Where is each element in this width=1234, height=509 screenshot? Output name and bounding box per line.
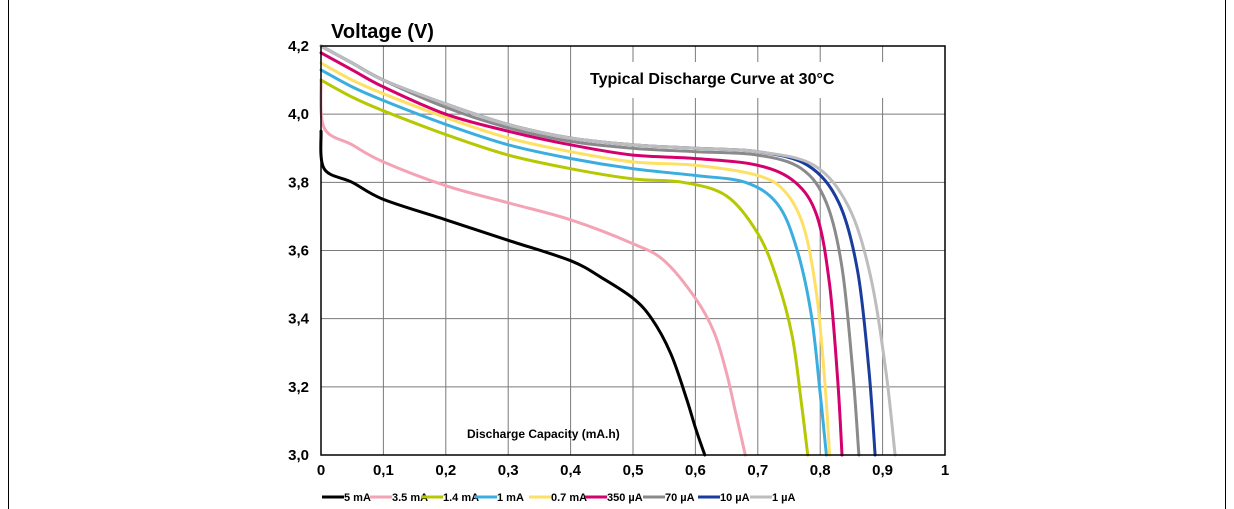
chart-frame [8,0,1226,509]
legend-label: 5 mA [344,492,371,504]
x-tick-label: 0,5 [623,462,644,479]
legend-label: 0.7 mA [551,492,587,504]
x-tick-label: 1 [941,462,949,479]
x-tick-label: 0,6 [685,462,706,479]
series-line-5-ma [319,129,707,457]
x-tick-label: 0,4 [560,462,582,479]
series-line-1-a [319,44,897,457]
x-tick-label: 0,8 [810,462,831,479]
series-line-3-5-ma [319,78,747,457]
legend-label: 1 mA [497,492,524,504]
x-tick-label: 0,3 [498,462,519,479]
legend-label: 10 µA [720,492,750,504]
x-tick-label: 0 [317,462,325,479]
y-tick-label: 3,8 [288,174,309,191]
y-tick-label: 3,4 [288,311,310,328]
plot-border [320,45,946,456]
y-axis-label: Voltage (V) [331,21,434,43]
legend: 5 mA 3.5 mA 1.4 mA 1 mA 0.7 mA 350 µA 70 µA 10 … [322,492,796,504]
chart-title: Typical Discharge Curve at 30°C [590,71,835,88]
legend-label: 1 µA [772,492,796,504]
x-tick-label: 0,7 [747,462,768,479]
x-tick-label: 0,1 [373,462,394,479]
title-background [584,62,894,98]
y-tick-label: 4,0 [288,106,309,123]
legend-label: 3.5 mA [392,492,428,504]
tick-labels: 0 0,1 0,2 0,3 0,4 0,5 0,6 0,7 0,8 0,9 1 3,0 3,2 3,4 3,… [288,38,949,479]
legend-label: 70 µA [665,492,695,504]
series-line-0-7-ma [319,61,832,457]
axes [320,45,946,456]
y-tick-label: 3,6 [288,243,309,260]
x-tick-label: 0,2 [435,462,456,479]
series-line-350-a [319,51,844,457]
legend-label: 1.4 mA [443,492,479,504]
y-tick-label: 3,0 [288,447,309,464]
y-tick-label: 4,2 [288,38,309,55]
series-line-1-ma [319,68,828,457]
y-tick-label: 3,2 [288,379,309,396]
series-layer [319,44,897,457]
x-tick-label: 0,9 [872,462,893,479]
legend-label: 350 µA [607,492,643,504]
series-line-1-4-ma [319,78,810,457]
x-axis-label: Discharge Capacity (mA.h) [467,427,620,441]
